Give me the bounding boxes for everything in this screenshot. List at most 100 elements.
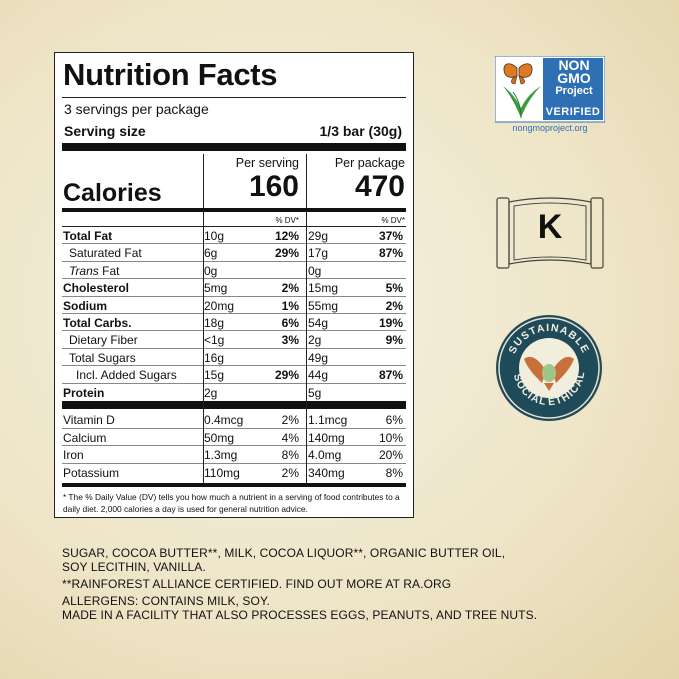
nutrient-name: Total Fat — [63, 229, 113, 243]
amount-package: 54g — [308, 316, 329, 330]
amount-serving: 2g — [204, 385, 218, 400]
amount-serving: 50mg — [204, 430, 235, 445]
dv-package: 9% — [385, 333, 403, 348]
calories-label: Calories — [63, 179, 162, 207]
nutrient-row: Dietary Fiber <1g 3% 2g 9% — [62, 331, 406, 349]
dv-package: 10% — [378, 430, 403, 445]
amount-package: 55mg — [308, 298, 339, 313]
butterfly-icon — [503, 63, 541, 119]
dv-package: 6% — [385, 413, 403, 427]
nutrient-name: Protein — [63, 385, 105, 400]
divider — [62, 97, 406, 98]
vitamin-name: Vitamin D — [63, 413, 115, 427]
non-gmo-text: NON GMO Project — [547, 57, 601, 98]
dv-package: 87% — [378, 246, 403, 261]
amount-package: 44g — [308, 368, 329, 383]
thick-divider — [62, 143, 406, 151]
dv-header-row — [62, 210, 406, 227]
nutrient-row: Total Carbs. 18g 6% 54g 19% — [62, 314, 406, 332]
rainforest-note: **RAINFOREST ALLIANCE CERTIFIED. FIND OU… — [62, 577, 452, 591]
dv-package: 20% — [378, 448, 403, 462]
dv-serving: 1% — [281, 298, 299, 313]
vitamin-name: Iron — [63, 448, 84, 462]
dv-serving: 4% — [281, 430, 299, 445]
calories-per-package: 470 — [354, 170, 405, 203]
calories-per-serving: 160 — [248, 170, 299, 203]
nutrient-name: Total Carbs. — [63, 316, 132, 330]
amount-serving: 16g — [204, 350, 225, 365]
dv-package: 2% — [385, 298, 403, 313]
nutrient-row: Saturated Fat 6g 29% 17g 87% — [62, 244, 406, 262]
vitamin-name: Potassium — [63, 465, 120, 480]
dv-serving: 6% — [281, 316, 299, 330]
non-text: NON — [558, 57, 590, 73]
kosher-badge: K — [494, 192, 606, 272]
dv-serving: 2% — [281, 281, 299, 296]
serving-size-value: 1/3 bar (30g) — [319, 123, 402, 139]
nutrient-name: Sodium — [63, 298, 107, 313]
nutrient-name: Incl. Added Sugars — [76, 368, 177, 383]
dv-header-package: % DV* — [381, 216, 405, 225]
trans-rest: Fat — [98, 263, 120, 278]
nutrition-facts-label: Nutrition Facts 3 servings per package S… — [54, 52, 414, 518]
amount-package: 15mg — [308, 281, 339, 296]
trans-italic: Trans — [69, 263, 99, 278]
amount-serving: 5mg — [204, 281, 228, 296]
medium-divider — [62, 483, 406, 487]
facility-warning: MADE IN A FACILITY THAT ALSO PROCESSES E… — [62, 608, 538, 622]
amount-package: 5g — [308, 385, 322, 400]
nutrient-row: Protein 2g 5g — [62, 384, 406, 401]
dv-header-serving: % DV* — [275, 216, 299, 225]
hands-heart-icon — [524, 356, 574, 391]
dv-serving: 3% — [281, 333, 299, 348]
ingredients-line-2: SOY LECITHIN, VANILLA. — [62, 560, 206, 574]
medium-divider — [62, 208, 406, 212]
amount-package: 49g — [308, 350, 329, 365]
allergens: ALLERGENS: CONTAINS MILK, SOY. — [62, 594, 270, 608]
amount-package: 1.1mcg — [308, 413, 348, 427]
dv-serving: 2% — [281, 465, 299, 480]
nutrient-name: Trans Fat — [69, 264, 119, 278]
amount-package: 17g — [308, 246, 329, 261]
daily-value-footnote: * The % Daily Value (DV) tells you how m… — [63, 492, 400, 514]
nutrient-name: Saturated Fat — [69, 246, 142, 261]
amount-serving: 0g — [204, 263, 218, 278]
gmo-text: GMO — [557, 70, 591, 86]
amount-package: 340mg — [308, 465, 345, 480]
vitamin-name: Calcium — [63, 430, 107, 445]
amount-serving: 110mg — [204, 465, 240, 480]
sustainable-social-ethical-seal: SUSTAINABLE SOCIAL ETHICAL — [494, 313, 604, 423]
nutrient-name: Dietary Fiber — [69, 333, 138, 348]
verified-text: VERIFIED — [545, 106, 601, 118]
nutrient-row: Incl. Added Sugars 15g 29% 44g 87% — [62, 366, 406, 384]
nutrient-row: Cholesterol 5mg 2% 15mg 5% — [62, 279, 406, 297]
amount-package: 2g — [308, 333, 322, 348]
ingredients-line-1: SUGAR, COCOA BUTTER**, MILK, COCOA LIQUO… — [62, 546, 506, 560]
dv-package: 87% — [378, 368, 403, 383]
dv-package: 37% — [378, 229, 403, 243]
per-package-label: Per package — [334, 156, 405, 170]
per-package-column-divider — [306, 154, 307, 211]
project-text: Project — [555, 85, 593, 97]
kosher-scroll-icon — [496, 197, 604, 269]
nutrient-name: Cholesterol — [63, 281, 130, 296]
amount-serving: 6g — [204, 246, 218, 261]
amount-serving: 18g — [204, 316, 225, 330]
thick-divider — [62, 401, 406, 409]
nutrient-row: Trans Fat 0g 0g — [62, 262, 406, 280]
dv-package: 5% — [385, 281, 403, 296]
amount-serving: 15g — [204, 368, 225, 383]
per-serving-label: Per serving — [235, 156, 299, 170]
amount-serving: 0.4mcg — [204, 413, 244, 427]
serving-size-label: Serving size — [64, 123, 146, 139]
amount-serving: 1.3mg — [204, 448, 238, 462]
vitamin-row: Iron 1.3mg 8% 4.0mg 20% — [62, 446, 406, 464]
amount-package: 140mg — [308, 430, 345, 445]
amount-serving: 20mg — [204, 298, 235, 313]
dv-serving: 12% — [274, 229, 299, 243]
dv-serving: 29% — [274, 246, 299, 261]
amount-serving: 10g — [204, 229, 225, 243]
nutrient-name: Total Sugars — [69, 350, 136, 365]
dv-serving: 8% — [281, 448, 299, 462]
kosher-letter: K — [537, 208, 563, 246]
